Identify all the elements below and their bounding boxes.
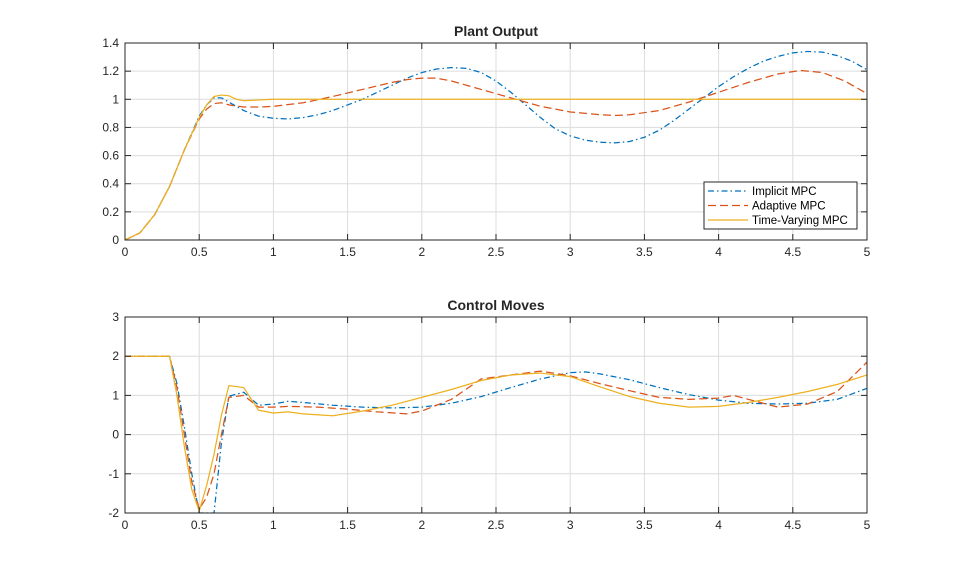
plant-output-y-tick-label: 0.4 xyxy=(102,177,119,191)
legend-item-adaptive-mpc: Adaptive MPC xyxy=(708,201,826,213)
control-moves-x-tick-label: 3 xyxy=(567,518,574,532)
control-moves-x-tick-label: 2 xyxy=(418,518,425,532)
control-moves-axes: Control Moves 0 0.5 1 1.5 2 2.5 3 3.5 4 4.5 5-2-10… xyxy=(108,297,870,532)
plant-output-x-tick-label: 5 xyxy=(864,245,871,259)
plant-output-legend: Implicit MPC Adaptive MPC Time-Varying M… xyxy=(703,181,858,230)
plant-output-y-tick-label: 0 xyxy=(112,233,119,247)
plant-output-x-tick-label: 2.5 xyxy=(488,245,505,259)
control-moves-series-time-varying-mpc xyxy=(125,355,867,512)
plant-output-y-tick-label: 0.2 xyxy=(102,205,119,219)
plant-output-y-tick-label: 0.8 xyxy=(102,120,119,134)
plant-output-axes: Plant Output 0 0.5 1 1.5 2 2.5 3 3.5 4 4.5 5 0 0.2 0.… xyxy=(102,23,870,259)
control-moves-series-implicit-mpc xyxy=(125,355,867,513)
plant-output-x-tick-label: 1.5 xyxy=(339,245,356,259)
plant-output-y-tick-label: 0.6 xyxy=(102,149,119,163)
plant-output-x-tick-label: 4 xyxy=(715,245,722,259)
plant-output-y-tick-label: 1 xyxy=(112,92,119,106)
plant-output-x-tick-label: 0.5 xyxy=(191,245,208,259)
plant-output-series-adaptive-mpc xyxy=(125,69,867,240)
legend-box xyxy=(703,181,858,230)
plant-output-x-tick-label: 3.5 xyxy=(636,245,653,259)
control-moves-x-tick-label: 5 xyxy=(864,518,871,532)
legend-item-implicit-mpc: Implicit MPC xyxy=(708,186,817,198)
control-moves-y-tick-label: -1 xyxy=(108,467,119,481)
control-moves-y-tick-label: 3 xyxy=(112,310,119,324)
plant-output-x-tick-label: 0 xyxy=(122,245,129,259)
plant-output-x-tick-label: 2 xyxy=(418,245,425,259)
plant-output-y-tick-label: 1.2 xyxy=(102,64,119,78)
plant-output-x-tick-label: 3 xyxy=(567,245,574,259)
legend-label-time-varying-mpc: Time-Varying MPC xyxy=(752,215,848,227)
plant-output-y-tick-label: 1.4 xyxy=(102,36,119,50)
legend-label-implicit-mpc: Implicit MPC xyxy=(752,186,817,198)
control-moves-y-tick-label: -2 xyxy=(108,506,119,520)
control-moves-x-tick-label: 1.5 xyxy=(339,518,356,532)
plant-output-series xyxy=(125,50,867,240)
control-moves-y-tick-label: 0 xyxy=(112,428,119,442)
legend-item-time-varying-mpc: Time-Varying MPC xyxy=(708,215,848,227)
legend-label-adaptive-mpc: Adaptive MPC xyxy=(752,201,826,213)
control-moves-x-tick-label: 0.5 xyxy=(191,518,208,532)
plant-output-title: Plant Output xyxy=(454,23,538,39)
control-moves-ticks: 0 0.5 1 1.5 2 2.5 3 3.5 4 4.5 5 -2 -1 0 1 2 3 xyxy=(108,310,870,532)
control-moves-x-tick-label: 1 xyxy=(270,518,277,532)
control-moves-x-tick-label: 4.5 xyxy=(784,518,801,532)
control-moves-x-tick-label: 0 xyxy=(122,518,129,532)
control-moves-series xyxy=(125,355,867,513)
control-moves-x-tick-label: 3.5 xyxy=(636,518,653,532)
plant-output-series-time-varying-mpc xyxy=(125,94,867,240)
control-moves-y-tick-label: 2 xyxy=(112,349,119,363)
plant-output-x-tick-label: 4.5 xyxy=(784,245,801,259)
plant-output-series-implicit-mpc xyxy=(125,50,867,240)
plant-output-ticks: 0 0.5 1 1.5 2 2.5 3 3.5 4 4.5 5 0 0.2 0.4 0.6 0.8 1 1.2 1.… xyxy=(102,36,870,259)
control-moves-series-adaptive-mpc xyxy=(125,355,867,510)
control-moves-y-tick-label: 1 xyxy=(112,388,119,402)
control-moves-x-tick-label: 4 xyxy=(715,518,722,532)
plant-output-x-tick-label: 1 xyxy=(270,245,277,259)
control-moves-title: Control Moves xyxy=(447,297,544,313)
control-moves-x-tick-label: 2.5 xyxy=(488,518,505,532)
